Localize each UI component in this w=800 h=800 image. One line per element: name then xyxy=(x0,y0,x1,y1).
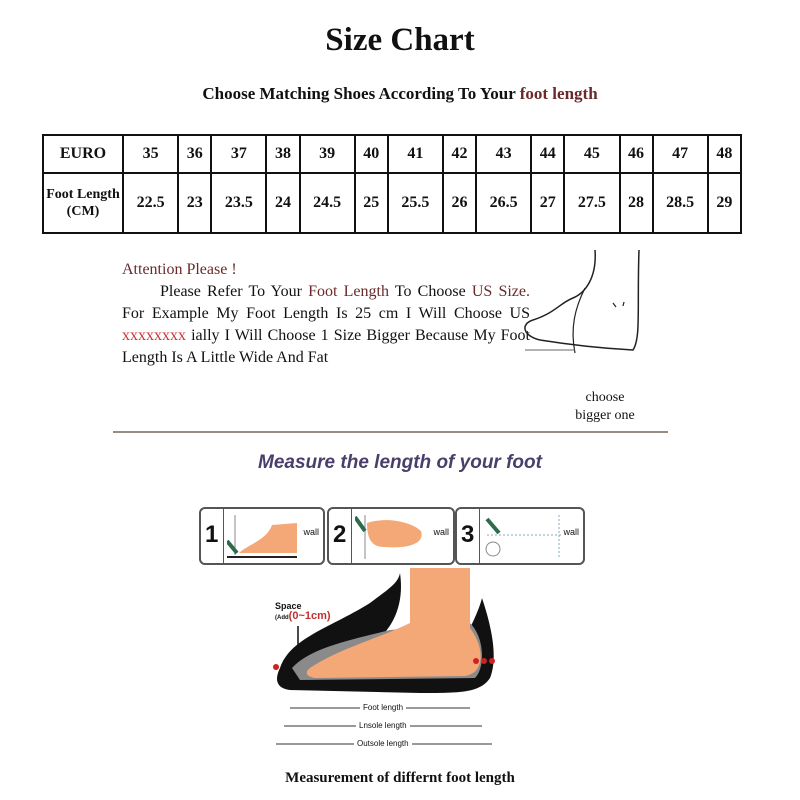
attention-text: For Example My Foot Length Is 25 cm I Wi… xyxy=(122,305,530,322)
foot-length-label: Foot length xyxy=(360,703,407,712)
foot-length-cell: 23 xyxy=(177,172,213,234)
foot-side-icon xyxy=(227,515,297,558)
euro-size-cell: 42 xyxy=(441,134,478,174)
step-3-panel: 3 wall xyxy=(455,507,585,565)
foot-sketch-icon xyxy=(524,249,640,354)
subtitle-text: Choose Matching Shoes According To Your xyxy=(202,84,520,103)
foot-length-cell: 24 xyxy=(265,172,301,234)
euro-size-cell: 48 xyxy=(706,134,743,174)
choose-bigger-note: choose bigger one xyxy=(560,389,650,425)
foot-length-cell: 23.5 xyxy=(210,172,268,234)
foot-length-cell: 26 xyxy=(441,172,478,234)
step-number: 3 xyxy=(461,521,475,548)
foot-length-cell: 28.5 xyxy=(651,172,709,234)
euro-size-cell: 35 xyxy=(121,134,180,174)
outsole-length-label: Outsole length xyxy=(354,739,412,748)
euro-size-cell: 47 xyxy=(651,134,709,174)
page-title: Size Chart xyxy=(325,22,475,58)
foot-length-cell: 27 xyxy=(530,172,566,234)
wall-label: wall xyxy=(563,527,579,537)
space-range: (0~1cm) xyxy=(288,610,331,622)
foot-length-cell: 24.5 xyxy=(298,172,356,234)
euro-size-cell: 37 xyxy=(210,134,268,174)
attention-highlight: Foot Length xyxy=(308,283,389,300)
wall-label: wall xyxy=(303,527,319,537)
attention-note: Attention Please ! Please Refer To Your … xyxy=(122,259,530,369)
euro-row: EURO 35 36 37 38 39 40 41 42 43 44 45 46 47 48 xyxy=(42,134,743,174)
step-1-panel: 1 wall xyxy=(199,507,325,565)
choose-note-line: choose xyxy=(585,390,625,405)
subtitle-highlight: foot length xyxy=(519,84,598,103)
space-add-text: (Add xyxy=(275,615,289,621)
attention-text: Please Refer To Your xyxy=(160,283,309,300)
euro-size-cell: 43 xyxy=(475,134,533,174)
measuring-icon xyxy=(485,515,563,559)
measure-heading: Measure the length of your foot xyxy=(258,452,542,473)
insole-length-label: Lnsole length xyxy=(356,721,410,730)
row-header-foot-length: Foot Length (CM) xyxy=(42,172,124,234)
shoe-foot-diagram xyxy=(273,568,495,745)
subtitle: Choose Matching Shoes According To Your … xyxy=(0,84,800,104)
wall-label: wall xyxy=(433,527,449,537)
attention-highlight: US Size. xyxy=(471,283,531,300)
euro-size-cell: 45 xyxy=(563,134,621,174)
space-text: Space xyxy=(275,601,302,611)
euro-size-cell: 39 xyxy=(298,134,356,174)
foot-length-cell: 22.5 xyxy=(121,172,180,234)
euro-size-cell: 40 xyxy=(353,134,389,174)
foot-length-row: Foot Length (CM) 22.5 23 23.5 24 24.5 25 25.5 26… xyxy=(42,172,743,234)
euro-size-cell: 41 xyxy=(386,134,444,174)
foot-length-cell: 25.5 xyxy=(386,172,444,234)
attention-text: ially I Will Choose 1 Size Bigger Becaus… xyxy=(122,327,530,366)
foot-length-cell: 25 xyxy=(353,172,389,234)
euro-size-cell: 46 xyxy=(618,134,654,174)
attention-heading: Attention Please ! xyxy=(122,261,237,278)
euro-size-cell: 44 xyxy=(530,134,566,174)
foot-length-cell: 28 xyxy=(618,172,654,234)
caption: Measurement of differnt foot length xyxy=(285,770,515,786)
step-number: 1 xyxy=(205,521,219,548)
foot-length-cell: 27.5 xyxy=(563,172,621,234)
foot-length-cell: 26.5 xyxy=(475,172,533,234)
foot-top-icon xyxy=(355,515,422,559)
attention-redacted: xxxxxxxx xyxy=(122,327,186,344)
foot-length-cell: 29 xyxy=(706,172,743,234)
space-label: Space (Add(0~1cm) xyxy=(275,601,331,623)
attention-text: To Choose xyxy=(388,283,472,300)
step-2-panel: 2 wall xyxy=(327,507,455,565)
size-table: EURO 35 36 37 38 39 40 41 42 43 44 45 46 47 48 Foot Le… xyxy=(42,134,743,234)
row-header-euro: EURO xyxy=(42,134,124,174)
step-number: 2 xyxy=(333,521,347,548)
euro-size-cell: 38 xyxy=(265,134,301,174)
divider xyxy=(113,431,668,433)
choose-note-line: bigger one xyxy=(575,408,635,423)
euro-size-cell: 36 xyxy=(177,134,213,174)
